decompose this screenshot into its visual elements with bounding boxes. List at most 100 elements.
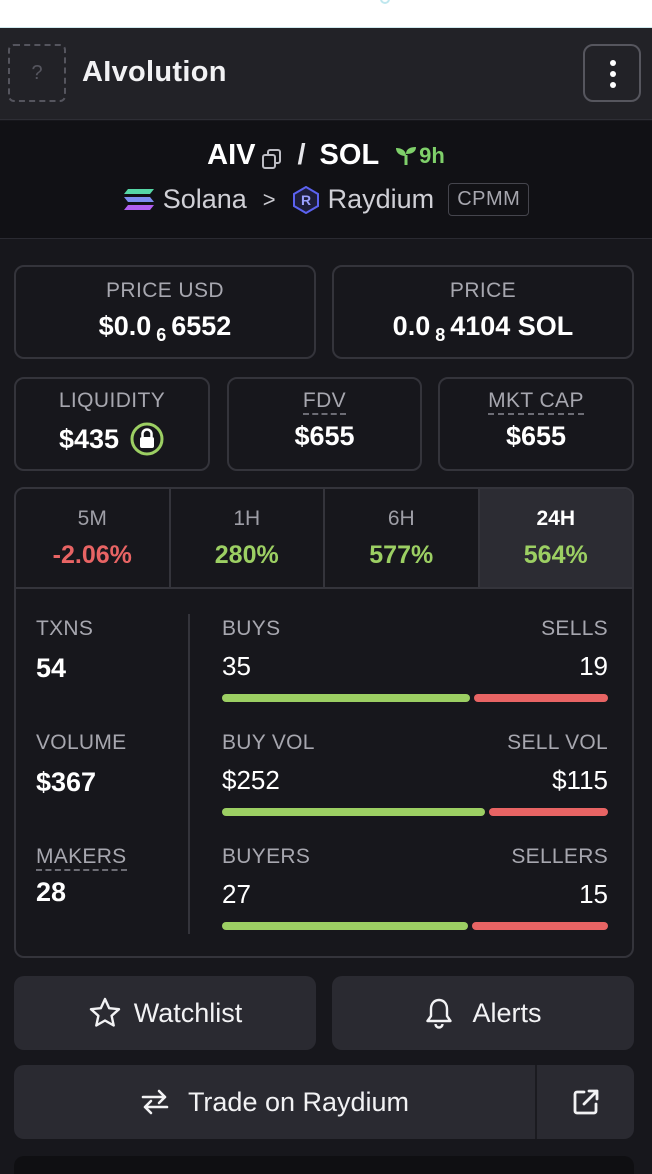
liquidity-value: $435 [58,423,120,454]
liquidity-value-row: $435 [16,421,208,457]
tab-change-value: 564% [523,541,588,569]
sell-volume-label: SELL VOL [507,731,608,754]
sell-volume-value: $115 [552,765,608,795]
price-usd-label: PRICE USD [106,279,224,302]
makers-stat[interactable]: MAKERS 28 [36,845,186,908]
trade-label: Trade on Raydium [187,1086,410,1117]
swap-arrows-icon [140,1088,170,1116]
buy-volume-value: $252 [222,765,280,795]
timeframe-stats-panel: 5M -2.06% 1H 280% 6H 577% 24H 564% TXNS … [14,487,634,958]
buy-volume-label: BUY VOL [222,731,315,754]
buys-bar-fill [222,694,471,702]
tab-change-value: -2.06% [52,541,132,569]
chain-line: Solana > R Raydium CPMM [0,183,652,216]
liquidity-card: LIQUIDITY $435 [14,377,210,471]
timeframe-tabs: 5M -2.06% 1H 280% 6H 577% 24H 564% [16,489,632,589]
tab-24h[interactable]: 24H 564% [479,489,632,587]
trade-button[interactable]: Trade on Raydium [14,1065,535,1139]
alerts-button[interactable]: Alerts [332,976,634,1050]
price-native-card: PRICE 0.0 8 4104 SOL [332,265,634,359]
fdv-label: FDV [302,389,347,415]
market-cap-label: MKT CAP [488,389,584,415]
next-panel-edge [14,1156,634,1174]
price-native-prefix: 0.0 [392,311,431,341]
alerts-label: Alerts [472,997,542,1028]
price-usd-zero-count: 6 [156,325,167,345]
txns-value: 54 [36,653,67,683]
base-token-symbol: AIV [207,139,256,171]
buyers-value: 27 [222,879,251,909]
buys-label: BUYS [222,617,281,640]
buys-value: 35 [222,651,251,681]
sellers-label: SELLERS [511,845,608,868]
volume-stat: VOLUME $367 [36,731,186,798]
token-logo-placeholder: ? [8,44,66,102]
buys-sells-bar [222,694,608,702]
token-name: AIvolution [82,56,227,88]
pair-age-text: 9h [419,142,445,168]
sellers-bar-fill [472,922,608,930]
tab-label: 1H [233,507,261,530]
pair-separator: / [297,139,306,171]
pair-line: AIV / SOL 9h [0,139,652,172]
price-native-label: PRICE [449,279,517,302]
fdv-card[interactable]: FDV $655 [227,377,422,471]
external-link-button[interactable] [535,1065,634,1139]
txns-label: TXNS [36,617,94,640]
tab-change-value: 280% [214,541,279,569]
pair-age: 9h [393,143,445,169]
watchlist-label: Watchlist [133,997,243,1028]
buy-volume-bar-fill [222,808,486,816]
price-native-value: 0.0 8 4104 SOL [334,311,632,346]
chevron-right-icon: > [262,186,276,212]
price-usd-value: $0.0 6 6552 [16,311,314,346]
price-native-digits: 4104 SOL [450,311,574,341]
dex-name[interactable]: Raydium [327,184,435,214]
solana-icon [123,188,155,212]
more-options-button[interactable] [583,44,641,102]
svg-text:R: R [301,192,311,208]
bell-icon [424,997,454,1029]
sells-label: SELLS [541,617,608,640]
buyers-bar-fill [222,922,469,930]
watchlist-button[interactable]: Watchlist [14,976,316,1050]
tab-change-value: 577% [369,541,434,569]
copy-icon[interactable] [261,145,283,169]
volume-bar [222,808,608,816]
price-usd-digits: 6552 [171,311,232,341]
price-native-zero-count: 8 [435,325,446,345]
chain-name[interactable]: Solana [162,184,247,214]
external-link-icon [571,1087,601,1117]
buyers-label: BUYERS [222,845,311,868]
price-usd-card: PRICE USD $0.0 6 6552 [14,265,316,359]
tab-label: 5M [77,507,107,530]
loading-indicator [380,0,390,4]
column-divider [188,614,190,934]
token-header: ? AIvolution [0,28,652,120]
buys-sells-row: BUYS SELLS 35 19 [222,617,608,702]
volume-value: $367 [36,767,97,797]
lock-icon[interactable] [129,421,165,457]
tab-1h[interactable]: 1H 280% [171,489,325,587]
market-cap-value: $655 [505,421,567,451]
tab-5m[interactable]: 5M -2.06% [16,489,171,587]
pool-type-badge: CPMM [448,183,530,216]
pair-info-bar: AIV / SOL 9h Solana > R Raydium CPMM [0,121,652,239]
seedling-icon [396,146,417,165]
sellers-value: 15 [579,879,608,909]
browser-top-strip [0,0,652,28]
kebab-dot-icon [610,82,616,88]
buy-sell-volume-row: BUY VOL SELL VOL $252 $115 [222,731,608,816]
kebab-dot-icon [610,71,616,77]
market-cap-card[interactable]: MKT CAP $655 [438,377,634,471]
buyers-sellers-row: BUYERS SELLERS 27 15 [222,845,608,930]
quote-token-symbol: SOL [319,139,380,171]
buyers-bar [222,922,608,930]
tab-6h[interactable]: 6H 577% [325,489,480,587]
tab-label: 6H [387,507,415,530]
fdv-value: $655 [294,421,355,451]
txns-stat: TXNS 54 [36,617,186,684]
raydium-icon: R [292,185,320,214]
sell-volume-bar-fill [489,808,608,816]
tab-label: 24H [536,507,576,530]
